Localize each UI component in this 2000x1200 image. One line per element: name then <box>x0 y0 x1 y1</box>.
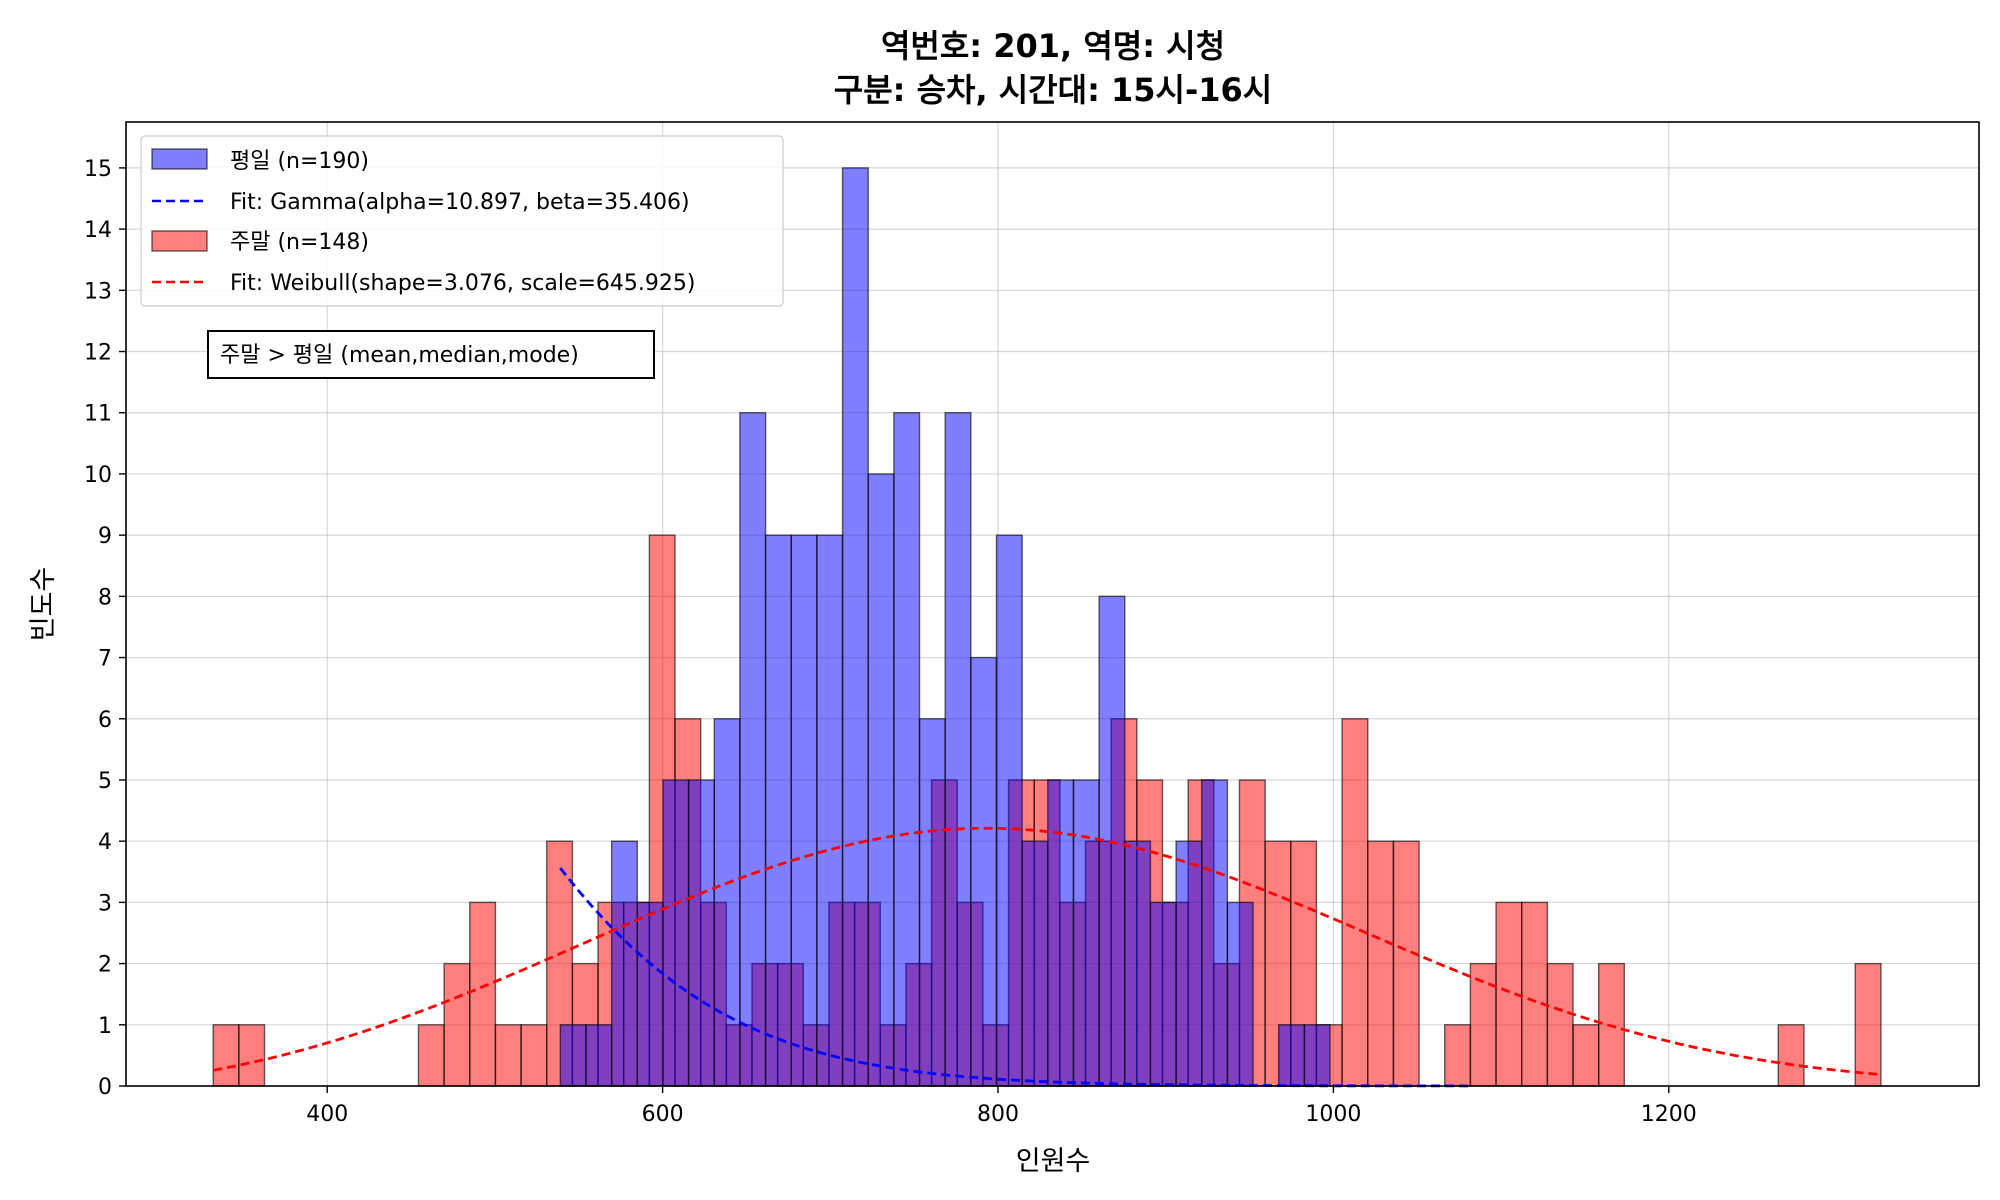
weekday-bar <box>893 412 921 1087</box>
weekday-bar <box>816 534 844 1087</box>
weekend-bar <box>520 1024 548 1087</box>
legend-weekend-swatch <box>151 230 208 252</box>
y-tick-label: 12 <box>84 341 112 366</box>
legend-weekend-label: 주말 (n=148) <box>230 230 369 255</box>
y-tick-label: 5 <box>98 769 112 794</box>
weekend-bar <box>417 1024 445 1087</box>
weekday-bar <box>687 779 715 1087</box>
y-tick-label: 14 <box>84 218 112 243</box>
weekday-bar <box>559 1024 587 1087</box>
y-tick-label: 3 <box>98 891 112 916</box>
legend-box <box>140 135 784 307</box>
legend-weekday-label: 평일 (n=190) <box>230 149 369 174</box>
plot-frame <box>125 121 1980 1087</box>
annotation: 주말 > 평일 (mean,median,mode) <box>207 330 655 379</box>
weekend-bar <box>469 901 497 1087</box>
y-tick-label: 8 <box>98 585 112 610</box>
y-tick-label: 4 <box>98 830 112 855</box>
x-tick-label: 1200 <box>1641 1102 1697 1127</box>
chart-title-line1: 역번호: 201, 역명: 시청 <box>881 27 1225 65</box>
weekday-bar <box>944 412 972 1087</box>
weekday-bar <box>841 167 869 1087</box>
weekday-bar <box>662 779 690 1087</box>
x-tick-label: 800 <box>977 1102 1019 1127</box>
weekday-bar <box>1201 779 1229 1087</box>
y-tick-label: 9 <box>98 524 112 549</box>
y-tick-label: 13 <box>84 279 112 304</box>
y-tick-label: 1 <box>98 1014 112 1039</box>
x-tick-label: 400 <box>306 1102 348 1127</box>
x-axis-label: 인원수 <box>1016 1146 1091 1177</box>
legend-weibull-label: Fit: Weibull(shape=3.076, scale=645.925) <box>230 271 696 296</box>
weekday-bar <box>790 534 818 1087</box>
weekday-bar <box>1226 901 1254 1087</box>
weekend-bar <box>1546 962 1574 1087</box>
weekday-bar <box>918 718 946 1087</box>
weekend-bar <box>1392 840 1420 1087</box>
chart-title-line2: 구분: 승차, 시간대: 15시-16시 <box>834 71 1272 109</box>
weekend-bar <box>1777 1024 1805 1087</box>
x-tick-label: 600 <box>642 1102 684 1127</box>
weekday-bar <box>713 718 741 1087</box>
weekday-bar <box>1047 779 1075 1087</box>
weekday-histogram-bars <box>559 167 1331 1087</box>
weekend-bar <box>1521 901 1549 1087</box>
weekday-bar <box>1149 901 1177 1087</box>
weekday-bar <box>1175 840 1203 1087</box>
x-axis-ticks: 400 600 800 1000 1200 <box>306 1086 1697 1127</box>
y-tick-label: 7 <box>98 647 112 672</box>
weekday-bar <box>867 473 895 1087</box>
weekend-bar <box>1367 840 1395 1087</box>
weibull-fit-line <box>212 826 1882 1076</box>
y-tick-label: 10 <box>84 463 112 488</box>
weekday-bar <box>1278 1024 1306 1087</box>
weekday-bar <box>1303 1024 1331 1087</box>
weekend-bar <box>1572 1024 1600 1087</box>
weekend-bar <box>238 1024 266 1087</box>
annotation-text: 주말 > 평일 (mean,median,mode) <box>220 343 579 368</box>
annotation-box <box>207 330 655 379</box>
weekend-bar <box>1444 1024 1472 1087</box>
weekend-bar <box>1854 962 1882 1087</box>
weekday-bar <box>636 901 664 1087</box>
legend: 평일 (n=190) Fit: Gamma(alpha=10.897, beta… <box>140 135 784 307</box>
weekday-bar <box>764 534 792 1087</box>
y-tick-label: 2 <box>98 953 112 978</box>
weekend-bar <box>212 1024 240 1087</box>
weekday-bar <box>739 412 767 1087</box>
weekday-bar <box>1072 779 1100 1087</box>
x-tick-label: 1000 <box>1305 1102 1361 1127</box>
weekend-bar <box>443 962 471 1087</box>
weekday-bar <box>1124 840 1152 1087</box>
weekend-bar <box>1341 718 1369 1087</box>
weekday-bar <box>610 840 638 1087</box>
weekend-bar <box>494 1024 522 1087</box>
weekday-bar <box>1021 840 1049 1087</box>
weekday-bar <box>995 534 1023 1087</box>
legend-weekday-swatch <box>151 148 208 170</box>
weekday-bar <box>970 656 998 1087</box>
y-tick-label: 11 <box>84 402 112 427</box>
y-tick-label: 15 <box>84 157 112 182</box>
weekday-bar <box>585 1024 613 1087</box>
y-tick-label: 0 <box>98 1075 112 1100</box>
legend-gamma-label: Fit: Gamma(alpha=10.897, beta=35.406) <box>230 190 690 215</box>
y-axis-label: 빈도수 <box>28 567 59 642</box>
y-tick-label: 6 <box>98 708 112 733</box>
